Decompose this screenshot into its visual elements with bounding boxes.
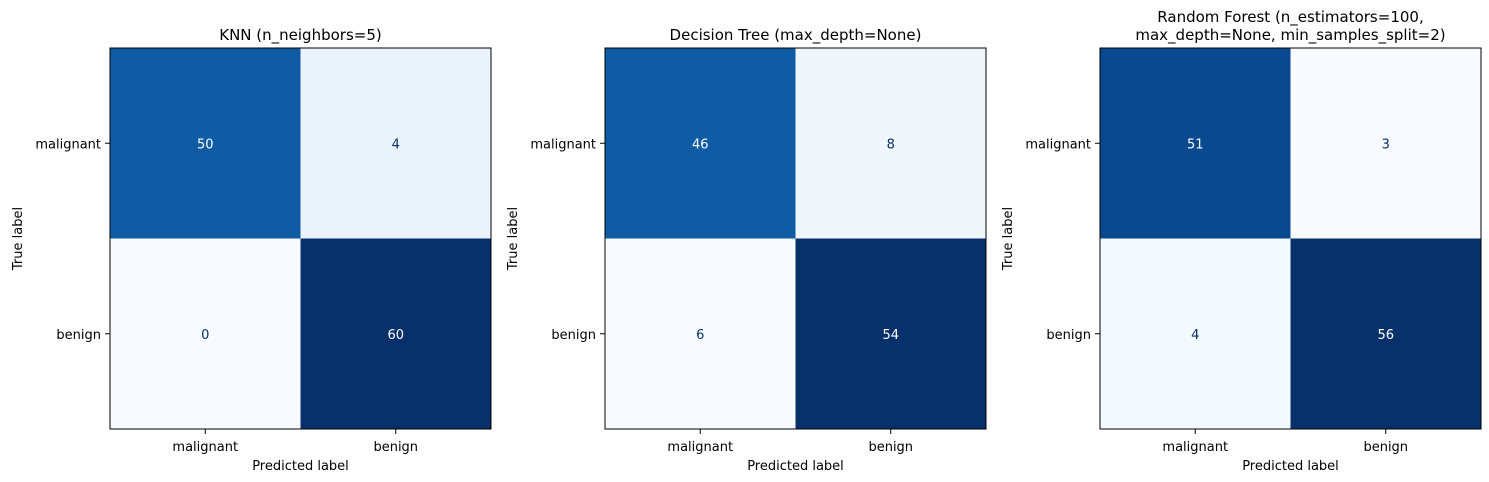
confusion-matrix-panel-2: 46 8 6 54 malignant benign malignant benign Pred… (506, 26, 987, 474)
confusion-matrix-panel-3: 51 3 4 56 malignant benign malignant benign Pred… (1001, 8, 1482, 474)
x-tick-label: benign (1363, 440, 1408, 455)
y-axis-label: True label (1001, 207, 1016, 271)
y-tick-label: benign (1046, 328, 1091, 343)
cell-value-label: 4 (392, 137, 400, 152)
cell-value-label: 60 (387, 328, 404, 343)
panel-title: KNN (n_neighbors=5) (219, 26, 381, 45)
x-tick-label: benign (868, 440, 913, 455)
plot-frame (1099, 47, 1482, 430)
cell-value-label: 6 (696, 328, 704, 343)
cell-value-label: 51 (1187, 137, 1204, 152)
x-tick-label: malignant (172, 440, 238, 455)
heatmap-cell (110, 48, 301, 239)
panel-title: Random Forest (n_estimators=100, (1157, 8, 1423, 27)
plot-frame (109, 47, 492, 430)
confusion-matrix-panel-1: 50 4 0 60 malignant benign malignant benign Pred… (11, 26, 492, 474)
x-axis-label: Predicted label (1242, 459, 1339, 474)
cell-value-label: 46 (692, 137, 709, 152)
heatmap-cell (300, 238, 491, 429)
cell-value-label: 56 (1377, 328, 1394, 343)
x-axis-label: Predicted label (252, 459, 349, 474)
plot-frame (604, 47, 987, 430)
cell-value-label: 54 (882, 328, 899, 343)
y-axis-label: True label (506, 207, 521, 271)
heatmap-cell (605, 48, 796, 239)
y-tick-label: benign (56, 328, 101, 343)
panel-title: Decision Tree (max_depth=None) (670, 26, 922, 45)
panel-title: max_depth=None, min_samples_split=2) (1135, 26, 1445, 45)
x-tick-label: malignant (667, 440, 733, 455)
y-tick-label: malignant (530, 137, 596, 152)
y-tick-label: malignant (35, 137, 101, 152)
x-tick-label: malignant (1162, 440, 1228, 455)
heatmap-cell (110, 238, 301, 429)
y-axis-label: True label (11, 207, 26, 271)
heatmap-cell (1290, 238, 1481, 429)
x-axis-label: Predicted label (747, 459, 844, 474)
heatmap-cell (300, 48, 491, 239)
y-tick-label: malignant (1025, 137, 1091, 152)
y-tick-label: benign (551, 328, 596, 343)
cell-value-label: 3 (1382, 137, 1390, 152)
cell-value-label: 0 (201, 328, 209, 343)
heatmap-cell (795, 48, 986, 239)
cell-value-label: 4 (1191, 328, 1199, 343)
heatmap-cell (1100, 48, 1291, 239)
cell-value-label: 8 (887, 137, 895, 152)
heatmap-cell (605, 238, 796, 429)
heatmap-cell (1100, 238, 1291, 429)
x-tick-label: benign (373, 440, 418, 455)
cell-value-label: 50 (197, 137, 214, 152)
heatmap-cell (1290, 48, 1481, 239)
heatmap-cell (795, 238, 986, 429)
